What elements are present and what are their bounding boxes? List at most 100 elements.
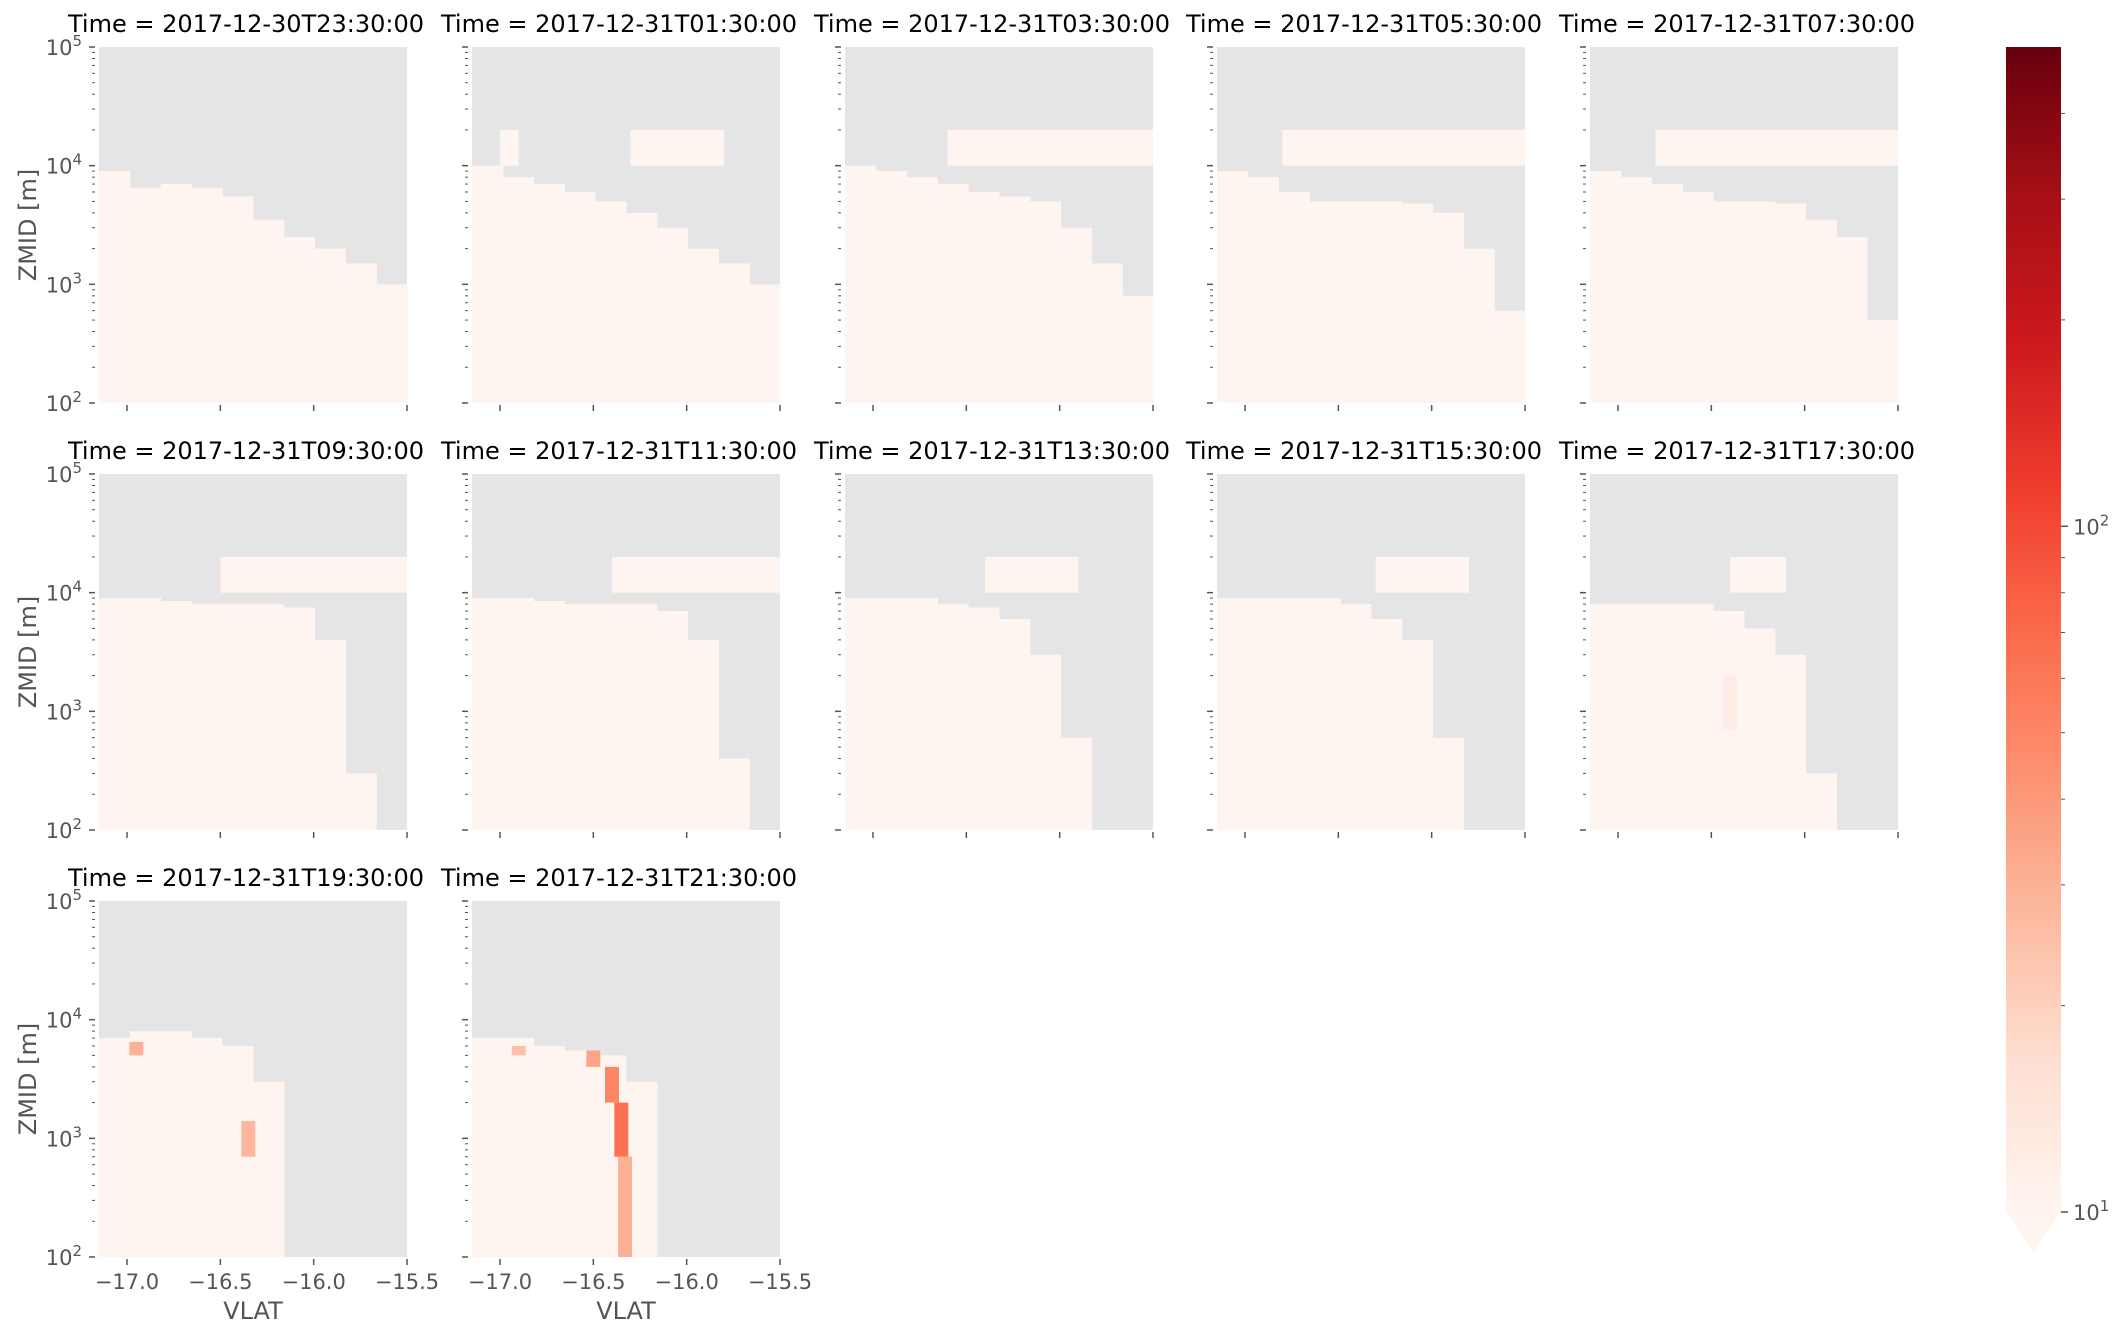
cloud-column [1371, 201, 1403, 403]
cloud-column [1217, 598, 1249, 830]
y-axis-label: ZMID [m] [14, 596, 42, 708]
facet-panel: Time = 2017-12-31T07:30:00 [1558, 10, 1915, 411]
cloud-column [1432, 737, 1464, 830]
cloud-column [1340, 604, 1372, 830]
panel-title: Time = 2017-12-31T07:30:00 [1558, 10, 1915, 38]
thin-cloud-layer [220, 556, 407, 593]
cloud-column [1091, 263, 1123, 403]
cloud-column [595, 604, 627, 830]
cloud-column [656, 611, 689, 830]
y-axis-label: ZMID [m] [14, 169, 42, 281]
cloud-column [564, 1050, 596, 1257]
cloud-column [191, 1038, 223, 1257]
cloud-column [875, 171, 908, 403]
cloud-column [99, 171, 131, 403]
facet-panel: Time = 2017-12-31T05:30:00 [1185, 10, 1542, 411]
cloud-column [191, 604, 223, 830]
cloud-column [687, 248, 719, 403]
cloud-column [502, 177, 535, 403]
cloud-column [1309, 201, 1341, 403]
cloud-column [656, 227, 689, 403]
cloud-column [253, 604, 285, 830]
panel-title: Time = 2017-12-31T03:30:00 [813, 10, 1170, 38]
cloud-column [1029, 201, 1062, 403]
cloud-column [129, 1031, 162, 1257]
cloud-column [626, 604, 658, 830]
facet-panel: Time = 2017-12-31T17:30:00 [1558, 437, 1915, 838]
cloud-column [1122, 295, 1154, 403]
cloud-column [1432, 212, 1464, 403]
x-tick-label: −17.0 [95, 1270, 159, 1294]
facet-panel: Time = 2017-12-31T01:30:00 [440, 10, 797, 411]
cloud-column [1309, 598, 1341, 830]
thin-cloud-layer [947, 129, 1153, 166]
y-tick-label: 105 [46, 32, 82, 60]
cloud-column [1805, 219, 1837, 403]
facet-panel: Time = 2017-12-31T09:30:00 102 103 104 105 ZM… [14, 437, 424, 843]
cloud-column [845, 165, 877, 403]
value-hotspot [1723, 675, 1737, 730]
facet-panel: Time = 2017-12-31T21:30:00 −17.0 −16.5 −16.… [440, 864, 812, 1325]
cloud-column [718, 263, 750, 403]
y-tick-label: 105 [46, 886, 82, 914]
cloud-column [472, 165, 504, 403]
cloud-column [222, 196, 254, 403]
x-tick-label: −17.0 [468, 1270, 532, 1294]
cloud-column [749, 284, 781, 403]
cloud-column [502, 1038, 535, 1257]
cloud-column [1620, 177, 1653, 403]
value-hotspot [605, 1066, 619, 1103]
cloud-column [533, 184, 565, 403]
cloud-column [1217, 171, 1249, 403]
cloud-column [345, 773, 377, 830]
cloud-column [1744, 201, 1776, 403]
cloud-column [687, 639, 719, 830]
cloud-column [1247, 598, 1280, 830]
y-axis-label: ZMID [m] [14, 1023, 42, 1135]
cloud-column [160, 184, 192, 403]
thin-cloud-layer [1282, 129, 1525, 166]
cloud-column [1651, 184, 1683, 403]
facet-panel: Time = 2017-12-31T19:30:00 102 103 104 105 ZM… [14, 864, 439, 1325]
panel-title: Time = 2017-12-31T17:30:00 [1558, 437, 1915, 465]
panel-title: Time = 2017-12-31T15:30:00 [1185, 437, 1542, 465]
value-hotspot [586, 1050, 601, 1067]
facet-panel: Time = 2017-12-31T15:30:00 [1185, 437, 1542, 838]
cloud-column [1651, 604, 1683, 830]
y-tick-label: 105 [46, 459, 82, 487]
thin-cloud-layer [630, 129, 724, 166]
cloud-column [129, 598, 162, 830]
cloud-column [99, 1038, 131, 1257]
cloud-column [1774, 203, 1807, 403]
x-tick-label: −15.5 [748, 1270, 812, 1294]
cloud-column [1401, 203, 1434, 403]
cloud-column [1590, 604, 1622, 830]
cloud-column [968, 607, 1000, 830]
cloud-column [283, 607, 316, 830]
colorbar-gradient [2006, 47, 2061, 1212]
cloud-column [1247, 177, 1280, 403]
cloud-column [1371, 618, 1403, 830]
colorbar-extend-min [2006, 1212, 2061, 1252]
cloud-column [160, 1031, 192, 1257]
cloud-column [222, 604, 254, 830]
cloud-column [999, 618, 1031, 830]
cloud-column [376, 284, 408, 403]
cloud-column [1060, 227, 1092, 403]
cloud-column [906, 177, 938, 403]
cloud-column [253, 219, 285, 403]
y-tick-label: 102 [46, 1242, 82, 1270]
cloud-column [1867, 320, 1899, 403]
x-axis-label: VLAT [596, 1297, 656, 1325]
cloud-column [99, 598, 131, 830]
colorbar: 101 102 [2006, 47, 2109, 1252]
cloud-column [533, 1045, 565, 1257]
x-tick-label: −16.0 [281, 1270, 345, 1294]
cloud-column [1774, 654, 1807, 830]
cloud-column [906, 598, 938, 830]
y-tick-label: 102 [46, 815, 82, 843]
thin-cloud-layer [1375, 556, 1469, 593]
facet-panel: Time = 2017-12-31T13:30:00 [813, 437, 1170, 838]
value-hotspot [511, 1045, 526, 1056]
